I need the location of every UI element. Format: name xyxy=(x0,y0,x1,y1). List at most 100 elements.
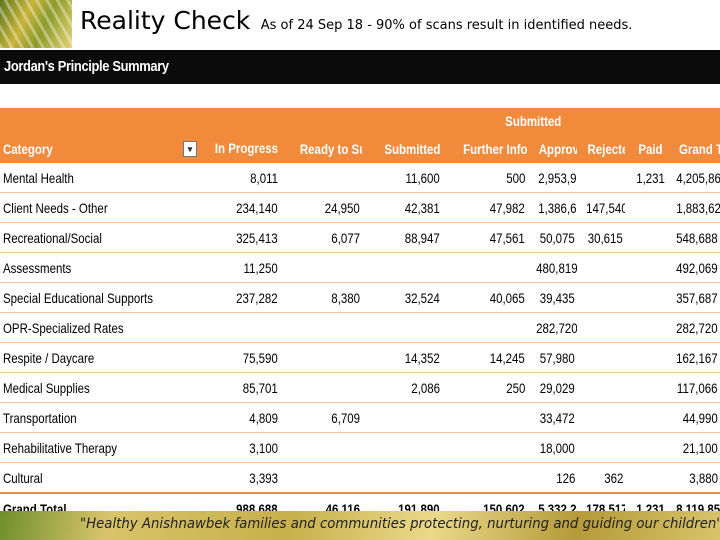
column-header-grand-total: Grand Total xyxy=(665,134,720,163)
column-header-category: Category xyxy=(0,134,178,163)
group-header-spacer xyxy=(665,108,720,134)
group-header-submitted: Submitted xyxy=(442,108,626,134)
value-cell: 44,990 xyxy=(665,402,720,433)
table-row: Medical Supplies 85,701 2,086 250 29,029 117,… xyxy=(0,372,720,403)
value-cell xyxy=(280,163,362,193)
value-cell xyxy=(362,462,442,494)
value-cell xyxy=(625,402,666,433)
column-header-ready-to-submit: Ready to Submit xyxy=(280,134,362,163)
category-cell: Special Educational Supports xyxy=(0,282,178,313)
table-row: Recreational/Social 325,413 6,077 88,947 47,… xyxy=(0,222,720,253)
group-header-spacer xyxy=(0,108,178,134)
value-cell xyxy=(577,312,626,343)
value-cell: 282,720 xyxy=(527,312,577,343)
value-cell xyxy=(280,432,362,463)
slide-subtitle: As of 24 Sep 18 - 90% of scans result in… xyxy=(260,18,633,33)
value-cell: 24,950 xyxy=(280,192,362,223)
table-row: Respite / Daycare 75,590 14,352 14,245 57,98… xyxy=(0,342,720,373)
value-cell xyxy=(362,252,442,283)
value-cell: 3,880 xyxy=(665,462,720,494)
category-cell: Mental Health xyxy=(0,163,178,193)
table-row: Rehabilitative Therapy 3,100 18,000 21,100 xyxy=(0,432,720,463)
value-cell: 126 xyxy=(527,462,577,494)
value-cell xyxy=(442,462,527,494)
value-cell: 4,809 xyxy=(178,402,280,433)
value-cell: 3,100 xyxy=(178,432,280,463)
value-cell xyxy=(442,402,527,433)
category-cell: Assessments xyxy=(0,252,178,283)
value-cell xyxy=(625,222,666,253)
value-cell: 1,883,621 xyxy=(665,192,720,223)
value-cell: 88,947 xyxy=(362,222,442,253)
group-header-spacer xyxy=(280,108,362,134)
category-cell: Transportation xyxy=(0,402,178,433)
value-cell xyxy=(280,462,362,494)
value-cell: 75,590 xyxy=(178,342,280,373)
value-cell: 6,709 xyxy=(280,402,362,433)
table-row: Assessments 11,250 480,819 492,069 xyxy=(0,252,720,283)
value-cell xyxy=(362,432,442,463)
value-cell: 237,282 xyxy=(178,282,280,313)
value-cell: 117,066 xyxy=(665,372,720,403)
value-cell xyxy=(280,312,362,343)
value-cell: 4,205,868 xyxy=(665,163,720,193)
category-cell: Cultural xyxy=(0,462,178,494)
value-cell: 147,540 xyxy=(577,192,626,223)
value-cell xyxy=(442,252,527,283)
column-header-approved: Approved xyxy=(527,134,577,163)
category-cell: Rehabilitative Therapy xyxy=(0,432,178,463)
pivot-table: Submitted Category ▾ In Progress Ready to… xyxy=(0,108,720,523)
group-header-spacer xyxy=(362,108,442,134)
value-cell: 548,688 xyxy=(665,222,720,253)
category-cell: Recreational/Social xyxy=(0,222,178,253)
value-cell: 85,701 xyxy=(178,372,280,403)
value-cell xyxy=(280,252,362,283)
category-cell: Client Needs - Other xyxy=(0,192,178,223)
decorative-corner-image xyxy=(0,0,72,48)
table-row: Client Needs - Other 234,140 24,950 42,381 4… xyxy=(0,192,720,223)
value-cell xyxy=(625,432,666,463)
column-header-in-progress: ▾ In Progress xyxy=(178,134,280,163)
value-cell xyxy=(625,252,666,283)
value-cell: 47,561 xyxy=(442,222,527,253)
value-cell: 325,413 xyxy=(178,222,280,253)
value-cell: 21,100 xyxy=(665,432,720,463)
value-cell xyxy=(442,312,527,343)
column-header-further-info-reqd: Further Info Reqd xyxy=(442,134,527,163)
value-cell: 8,011 xyxy=(178,163,280,193)
value-cell: 33,472 xyxy=(527,402,577,433)
value-cell: 492,069 xyxy=(665,252,720,283)
value-cell xyxy=(280,342,362,373)
value-cell xyxy=(625,282,666,313)
category-cell: Medical Supplies xyxy=(0,372,178,403)
value-cell: 29,029 xyxy=(527,372,577,403)
table-row: OPR-Specialized Rates 282,720 282,720 xyxy=(0,312,720,343)
table-row: Special Educational Supports 237,282 8,380… xyxy=(0,282,720,313)
value-cell: 11,600 xyxy=(362,163,442,193)
value-cell: 50,075 xyxy=(527,222,577,253)
value-cell xyxy=(362,312,442,343)
value-cell: 282,720 xyxy=(665,312,720,343)
value-cell xyxy=(625,342,666,373)
value-cell xyxy=(442,432,527,463)
category-cell: OPR-Specialized Rates xyxy=(0,312,178,343)
value-cell xyxy=(362,402,442,433)
value-cell xyxy=(577,342,626,373)
filter-dropdown-icon[interactable]: ▾ xyxy=(182,141,197,158)
slide-title-area: Reality Check As of 24 Sep 18 - 90% of s… xyxy=(80,6,632,35)
column-header-submitted: Submitted xyxy=(362,134,442,163)
value-cell xyxy=(577,163,626,193)
value-cell: 500 xyxy=(442,163,527,193)
value-cell: 42,381 xyxy=(362,192,442,223)
footer-banner: "Healthy Anishnawbek families and commun… xyxy=(0,511,720,540)
value-cell: 362 xyxy=(577,462,626,494)
value-cell: 14,245 xyxy=(442,342,527,373)
value-cell xyxy=(625,312,666,343)
value-cell: 1,386,628 xyxy=(527,192,577,223)
table-header-row: Category ▾In Progress Ready to Submit Su… xyxy=(0,134,720,163)
value-cell: 3,393 xyxy=(178,462,280,494)
value-cell xyxy=(178,312,280,343)
table-group-header-row: Submitted xyxy=(0,108,720,134)
